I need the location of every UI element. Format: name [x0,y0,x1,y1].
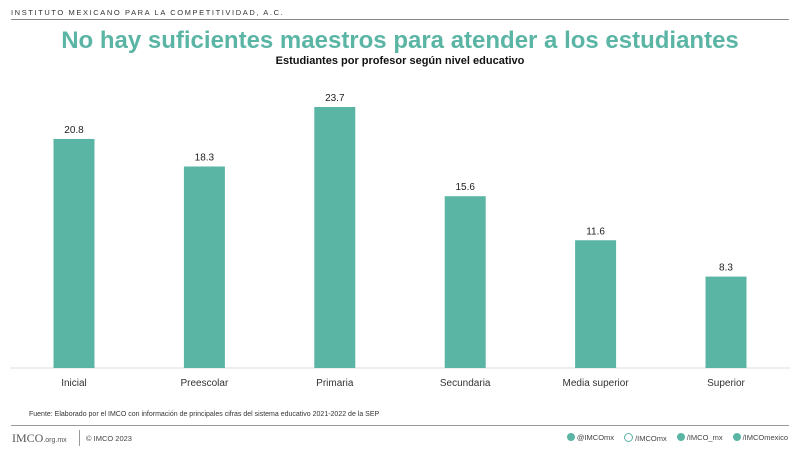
social-instagram[interactable]: /IMCO_mx [676,433,723,443]
footer-separator [79,430,80,446]
youtube-icon [732,433,741,441]
source-note: Fuente: Elaborado por el IMCO con inform… [29,411,380,418]
data-label: 11.6 [586,226,605,237]
data-label: 23.7 [325,93,345,104]
chart-title: No hay suficientes maestros para atender… [61,27,739,54]
logo-domain: .org.mx [43,437,67,444]
facebook-icon [624,433,634,442]
x-tick-label: Superior [707,378,745,389]
imco-logo: IMCO.org.mx [12,431,67,446]
x-tick-label: Primaria [316,378,354,389]
instagram-icon [676,433,685,441]
bar-superior [705,276,747,368]
social-facebook[interactable]: /IMCOmx [624,433,667,443]
social-youtube[interactable]: /IMCOmexico [732,433,788,443]
social-twitter[interactable]: @IMCOmx [566,433,615,443]
header-divider [11,19,789,20]
bar-media-superior [575,240,617,368]
x-tick-label: Secundaria [440,378,491,389]
data-label: 20.8 [64,125,84,136]
bar-primaria [314,107,356,368]
social-label: /IMCOmx [635,434,667,443]
social-label: /IMCOmexico [742,433,788,442]
x-tick-label: Preescolar [180,378,228,389]
logo-text: IMCO [12,431,44,445]
social-label: /IMCO_mx [686,433,723,442]
bar-preescolar [183,166,225,368]
data-label: 8.3 [719,263,733,274]
data-label: 15.6 [455,182,475,193]
x-tick-label: Inicial [61,378,87,389]
org-name: INSTITUTO MEXICANO PARA LA COMPETITIVIDA… [11,8,285,17]
footer-divider [11,425,789,426]
bar-chart: 20.8 Inicial 18.3 Preescolar 23.7 Primaria 15.… [10,93,790,389]
copyright: © IMCO 2023 [86,434,132,443]
data-label: 18.3 [195,152,215,163]
bar-secundaria [444,196,486,368]
social-links: @IMCOmx /IMCOmx /IMCO_mx /IMCOmexico [566,433,788,443]
twitter-icon [566,433,575,441]
social-label: @IMCOmx [576,433,615,442]
x-tick-label: Media superior [563,378,630,389]
bar-inicial [53,138,95,368]
chart-subtitle: Estudiantes por profesor según nivel edu… [275,55,525,67]
